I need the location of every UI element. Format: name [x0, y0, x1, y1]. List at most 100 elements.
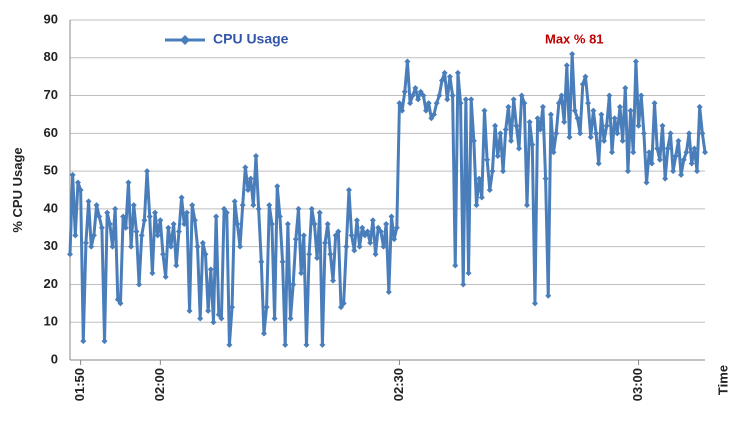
data-point	[601, 137, 608, 144]
data-point	[152, 209, 159, 216]
data-point	[258, 258, 265, 265]
data-point	[699, 130, 706, 137]
data-point	[338, 304, 345, 311]
data-point	[555, 100, 562, 107]
data-point	[609, 149, 616, 156]
data-point	[197, 315, 204, 322]
data-point	[274, 183, 281, 190]
data-point	[330, 277, 337, 284]
data-point	[159, 251, 166, 258]
data-point	[199, 239, 206, 246]
data-point	[181, 221, 188, 227]
data-point	[420, 92, 427, 99]
data-point	[266, 202, 273, 209]
data-point	[454, 69, 461, 76]
data-point	[117, 300, 124, 307]
data-point	[114, 296, 121, 303]
data-point	[635, 122, 642, 129]
data-point	[670, 168, 677, 175]
data-point	[276, 213, 283, 220]
data-point	[93, 202, 100, 209]
data-point	[616, 103, 623, 110]
data-point	[566, 134, 573, 141]
data-point	[675, 137, 682, 144]
data-point	[561, 119, 568, 125]
data-point	[343, 243, 350, 250]
data-point	[683, 149, 690, 156]
data-point	[375, 224, 382, 231]
data-point	[579, 81, 586, 88]
y-axis-label: % CPU Usage	[10, 147, 25, 232]
data-point	[598, 111, 605, 118]
data-point	[133, 228, 140, 235]
data-point	[500, 168, 507, 175]
data-point	[630, 149, 637, 156]
data-point	[529, 141, 536, 148]
data-point	[345, 187, 352, 193]
data-point	[430, 111, 437, 118]
data-point	[638, 92, 645, 99]
data-point	[569, 51, 576, 57]
data-point	[306, 251, 313, 258]
data-point	[563, 62, 570, 69]
data-point	[183, 209, 190, 216]
data-point	[247, 175, 254, 182]
data-point	[691, 145, 698, 152]
data-point	[412, 85, 419, 91]
data-point	[680, 156, 687, 163]
data-point	[664, 145, 671, 152]
data-point	[234, 221, 241, 227]
data-point	[624, 168, 631, 175]
data-point	[101, 338, 108, 345]
data-point	[534, 115, 541, 122]
data-point	[170, 221, 177, 227]
data-point	[239, 202, 246, 209]
data-point	[332, 232, 339, 239]
data-point	[587, 134, 594, 141]
data-point	[146, 213, 153, 220]
data-point	[438, 77, 445, 84]
data-point	[255, 205, 262, 212]
x-tick-label: 01:50	[72, 368, 87, 401]
data-point	[106, 221, 113, 227]
data-point	[279, 258, 286, 265]
data-point	[263, 304, 270, 311]
data-point	[252, 153, 259, 159]
data-point	[173, 262, 180, 269]
data-point	[391, 236, 398, 243]
data-point	[460, 281, 467, 288]
data-point	[518, 92, 525, 99]
data-point	[77, 187, 84, 193]
data-point	[404, 58, 411, 65]
data-point	[109, 243, 116, 250]
data-point	[481, 107, 488, 114]
data-point	[194, 243, 201, 250]
data-point	[462, 96, 469, 103]
cpu-line	[68, 52, 707, 347]
data-point	[513, 122, 520, 129]
data-point	[582, 73, 589, 80]
data-point	[619, 137, 626, 144]
data-point	[207, 266, 214, 273]
data-point	[531, 300, 538, 307]
data-point	[314, 255, 321, 261]
y-tick-label: 40	[44, 200, 58, 215]
data-point	[478, 194, 485, 201]
data-point	[282, 341, 289, 348]
data-point	[393, 224, 400, 231]
y-tick-label: 70	[44, 87, 58, 102]
y-tick-label: 60	[44, 125, 58, 140]
data-point	[415, 96, 422, 103]
data-point	[340, 300, 347, 307]
data-point	[67, 251, 73, 258]
data-point	[178, 194, 185, 201]
data-point	[640, 130, 647, 137]
data-point	[678, 171, 685, 178]
data-point	[648, 160, 655, 167]
data-point	[138, 232, 145, 239]
y-tick-label: 0	[51, 351, 58, 366]
data-point	[361, 232, 368, 239]
data-point	[497, 130, 504, 137]
data-point	[672, 153, 679, 159]
